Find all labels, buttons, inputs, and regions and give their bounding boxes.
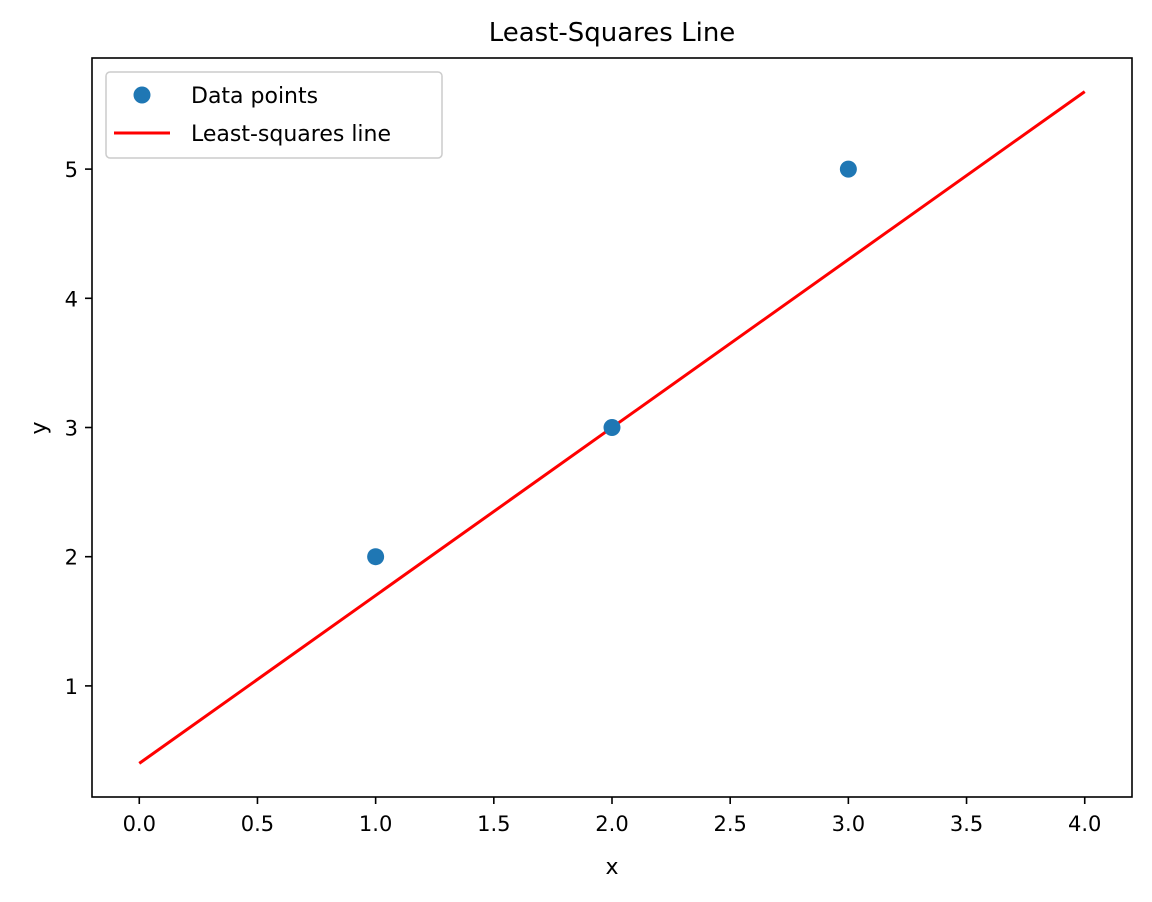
x-tick-label: 0.5	[241, 812, 274, 836]
x-tick-label: 2.0	[595, 812, 628, 836]
y-tick-label: 2	[65, 546, 78, 570]
legend: Data points Least-squares line	[105, 71, 443, 159]
y-axis-ticks: 1 2 3 4 5	[65, 158, 92, 699]
data-point-2	[603, 419, 621, 436]
y-axis-label: y	[27, 421, 52, 434]
x-axis-label: x	[605, 855, 618, 880]
legend-marker-data-points	[133, 86, 151, 104]
legend-box	[105, 71, 443, 159]
y-tick-label: 3	[65, 417, 78, 441]
x-tick-label: 4.0	[1068, 812, 1101, 836]
x-tick-label: 0.0	[123, 812, 156, 836]
legend-label-data-points: Data points	[191, 84, 318, 109]
y-tick-label: 5	[65, 158, 78, 182]
y-tick-label: 4	[65, 287, 78, 311]
x-tick-label: 3.0	[832, 812, 865, 836]
x-axis-ticks: 0.0 0.5 1.0 1.5 2.0 2.5 3.0 3.5 4.0	[123, 797, 1101, 836]
data-point-3	[839, 160, 857, 178]
x-tick-label: 1.0	[359, 812, 392, 836]
x-tick-label: 3.5	[950, 812, 983, 836]
data-point-1	[367, 548, 385, 566]
legend-label-least-squares-line: Least-squares line	[191, 122, 391, 147]
chart-title: Least-Squares Line	[489, 18, 736, 48]
x-tick-label: 1.5	[477, 812, 510, 836]
x-tick-label: 2.5	[713, 812, 746, 836]
y-tick-label: 1	[65, 675, 78, 699]
